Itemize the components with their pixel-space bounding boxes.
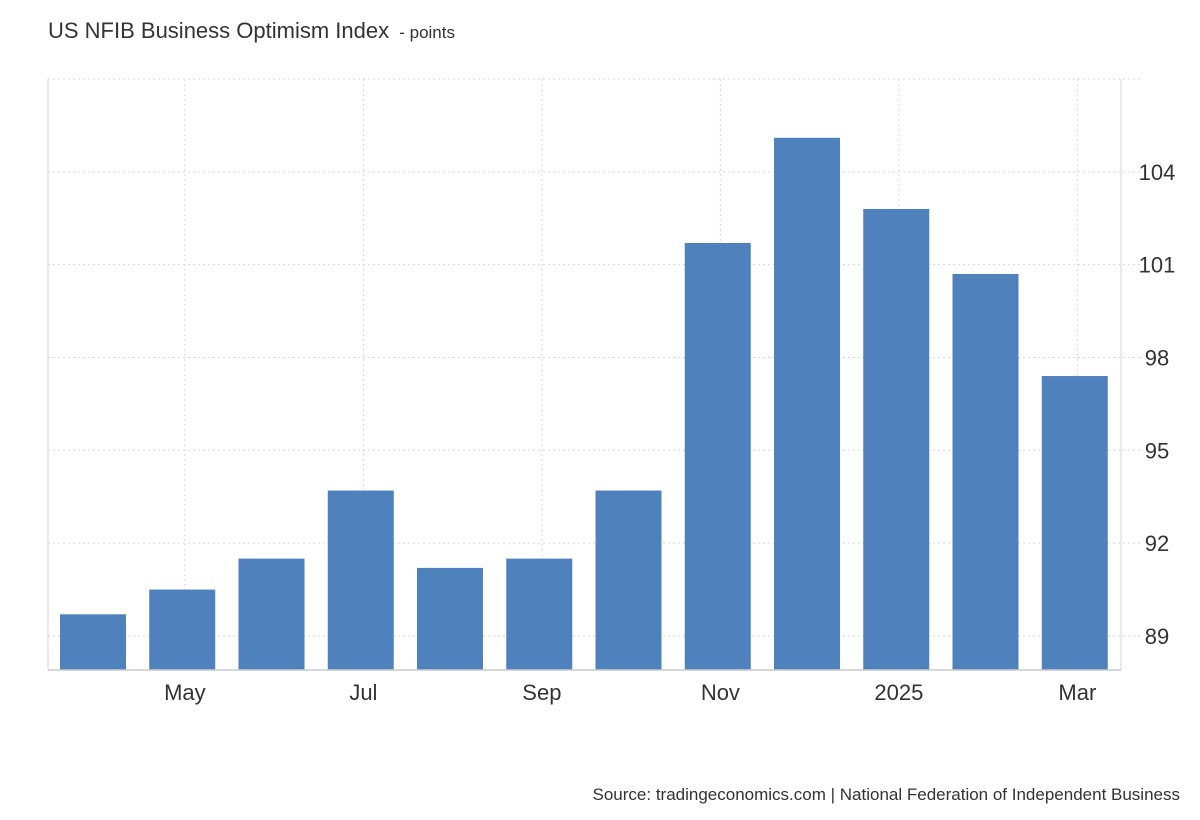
bar-2025-02 <box>952 273 1019 670</box>
x-tick-label: Sep <box>522 680 561 705</box>
x-tick-label: Mar <box>1058 680 1096 705</box>
y-tick-label: 92 <box>1145 531 1169 556</box>
bar-2024-12 <box>774 137 840 670</box>
x-tick-label: 2025 <box>874 680 923 705</box>
bar-2024-11 <box>684 242 751 671</box>
source-note: Source: tradingeconomics.com | National … <box>592 785 1180 804</box>
bar-2024-07 <box>327 490 394 670</box>
bar-2024-05 <box>149 589 216 670</box>
bar-2024-06 <box>238 558 305 670</box>
y-tick-label: 101 <box>1139 253 1176 278</box>
y-tick-label: 98 <box>1145 345 1169 370</box>
y-tick-label: 89 <box>1145 624 1169 649</box>
chart-title-text: US NFIB Business Optimism Index <box>48 18 390 43</box>
y-tick-label: 95 <box>1145 438 1169 463</box>
x-tick-label: May <box>164 680 206 705</box>
chart-title: US NFIB Business Optimism Index - points <box>48 18 455 44</box>
bar-2024-08 <box>417 567 483 670</box>
bar-2024-04 <box>60 614 126 670</box>
x-tick-label: Jul <box>349 680 377 705</box>
chart-unit: - points <box>399 23 455 42</box>
bar-2025-03 <box>1041 376 1108 670</box>
y-tick-label: 104 <box>1139 160 1176 185</box>
bar-2025-01 <box>863 208 930 670</box>
bar-2024-10 <box>595 490 662 670</box>
bar-2024-09 <box>506 558 573 670</box>
x-tick-label: Nov <box>701 680 740 705</box>
